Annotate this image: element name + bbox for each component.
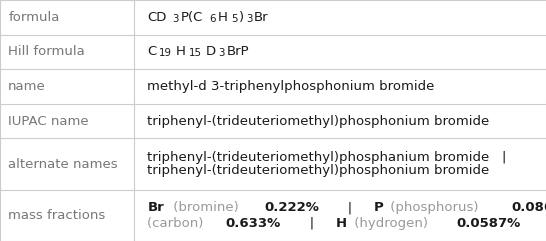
Text: (phosphorus): (phosphorus) xyxy=(387,201,483,214)
Text: |: | xyxy=(335,201,365,214)
Text: |: | xyxy=(297,217,327,230)
Text: mass fractions: mass fractions xyxy=(8,209,105,222)
Text: (bromine): (bromine) xyxy=(169,201,243,214)
Text: Hill formula: Hill formula xyxy=(8,45,85,58)
Text: name: name xyxy=(8,80,46,93)
Text: triphenyl-(trideuteriomethyl)phosphanium bromide   |: triphenyl-(trideuteriomethyl)phosphanium… xyxy=(147,151,507,164)
Text: 0.086%: 0.086% xyxy=(511,201,546,214)
Text: (hydrogen): (hydrogen) xyxy=(350,217,432,230)
Text: 15: 15 xyxy=(189,48,202,58)
Text: 6: 6 xyxy=(210,14,216,24)
Text: P: P xyxy=(374,201,384,214)
Text: alternate names: alternate names xyxy=(8,158,118,171)
Text: H: H xyxy=(335,217,347,230)
Text: P(C: P(C xyxy=(181,11,203,24)
Text: H: H xyxy=(176,45,186,58)
Text: triphenyl-(trideuteriomethyl)phosphonium bromide: triphenyl-(trideuteriomethyl)phosphonium… xyxy=(147,114,490,127)
Text: Br: Br xyxy=(254,11,269,24)
Text: H: H xyxy=(218,11,228,24)
Text: 0.0587%: 0.0587% xyxy=(456,217,520,230)
Text: methyl-d 3-triphenylphosphonium bromide: methyl-d 3-triphenylphosphonium bromide xyxy=(147,80,435,93)
Text: formula: formula xyxy=(8,11,60,24)
Text: BrP: BrP xyxy=(227,45,250,58)
Text: C: C xyxy=(147,45,157,58)
Text: 0.222%: 0.222% xyxy=(264,201,319,214)
Text: D: D xyxy=(206,45,216,58)
Text: triphenyl-(trideuteriomethyl)phosphonium bromide: triphenyl-(trideuteriomethyl)phosphonium… xyxy=(147,164,490,177)
Text: (carbon): (carbon) xyxy=(147,217,208,230)
Text: 3: 3 xyxy=(173,14,179,24)
Text: 3: 3 xyxy=(246,14,252,24)
Text: 0.633%: 0.633% xyxy=(225,217,281,230)
Text: 5: 5 xyxy=(231,14,238,24)
Text: 19: 19 xyxy=(159,48,173,58)
Text: CD: CD xyxy=(147,11,167,24)
Text: Br: Br xyxy=(147,201,164,214)
Text: 3: 3 xyxy=(219,48,225,58)
Text: IUPAC name: IUPAC name xyxy=(8,114,89,127)
Text: ): ) xyxy=(239,11,244,24)
